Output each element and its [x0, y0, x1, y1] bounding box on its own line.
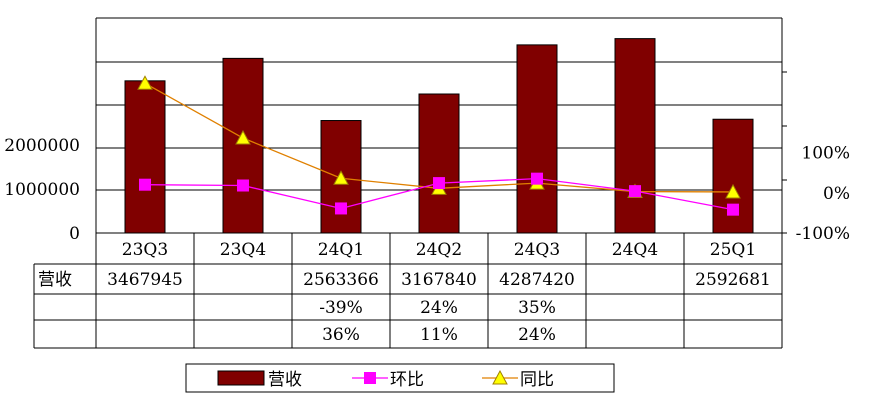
legend-label: 环比: [390, 370, 424, 390]
legend-label: 同比: [520, 370, 554, 390]
bar-revenue: [614, 38, 656, 234]
table-cell: 2563366: [303, 270, 379, 290]
right-axis-tick-label: -100%: [796, 224, 850, 244]
bar-revenue: [222, 57, 264, 234]
left-axis-tick-label: 2000000: [4, 136, 80, 156]
point-yoy: [137, 75, 153, 90]
legend-swatch-square: [364, 372, 376, 384]
bar-revenue: [418, 93, 460, 234]
table-cell: 4287420: [499, 270, 575, 290]
table-cell: -39%: [319, 298, 363, 318]
table-cell: 35%: [518, 298, 556, 318]
point-qoq: [139, 178, 151, 191]
bar-series: [124, 38, 754, 234]
point-qoq: [237, 179, 249, 192]
table-cell: 24%: [518, 325, 556, 345]
point-qoq: [727, 203, 739, 216]
left-axis-tick-label: 1000000: [4, 180, 80, 200]
bar-revenue: [712, 118, 754, 234]
point-yoy: [235, 129, 251, 145]
table-cell: 36%: [322, 325, 360, 345]
right-axis-tick-label: 100%: [801, 144, 850, 164]
point-qoq: [629, 185, 641, 198]
point-yoy: [333, 170, 349, 185]
bar-revenue: [516, 44, 558, 234]
legend-swatch-triangle: [492, 369, 508, 385]
category-label: 24Q2: [416, 240, 462, 260]
right-axis-tick-label: 0%: [823, 184, 850, 204]
category-label: 23Q4: [220, 240, 266, 260]
table-cell: 11%: [420, 325, 458, 345]
legend-label: 营收: [268, 370, 302, 390]
category-label: 23Q3: [122, 240, 168, 260]
point-qoq: [531, 172, 543, 185]
table-cell: 24%: [420, 298, 458, 318]
category-label: 24Q3: [514, 240, 560, 260]
table-row-label: 营收: [38, 270, 72, 290]
category-label: 25Q1: [710, 240, 756, 260]
point-qoq: [433, 177, 445, 190]
point-qoq: [335, 202, 347, 215]
legend: 营收 环比 同比: [185, 363, 615, 393]
line-series: [137, 75, 741, 216]
legend-swatch-bar: [217, 370, 265, 386]
data-table: 23Q3 23Q4 24Q1 24Q2 24Q3 24Q4 25Q1 营收 3467945 256…: [33, 232, 783, 349]
table-cell: 2592681: [695, 270, 771, 290]
bar-revenue: [124, 80, 166, 234]
point-yoy: [725, 183, 741, 199]
category-label: 24Q1: [318, 240, 364, 260]
table-cell: 3167840: [401, 270, 477, 290]
table-cell: 3467945: [107, 270, 183, 290]
category-label: 24Q4: [612, 240, 658, 260]
left-axis-tick-label: 0: [69, 224, 80, 244]
